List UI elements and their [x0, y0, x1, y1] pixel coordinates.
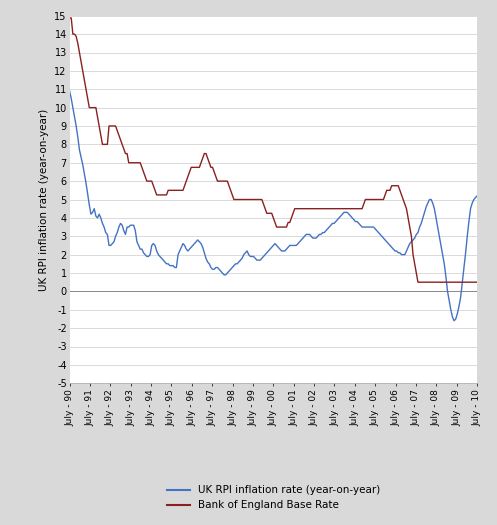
Legend: UK RPI inflation rate (year-on-year), Bank of England Base Rate: UK RPI inflation rate (year-on-year), Ba… [163, 481, 384, 514]
Y-axis label: UK RPI inflation rate (year-on-year): UK RPI inflation rate (year-on-year) [39, 108, 49, 291]
